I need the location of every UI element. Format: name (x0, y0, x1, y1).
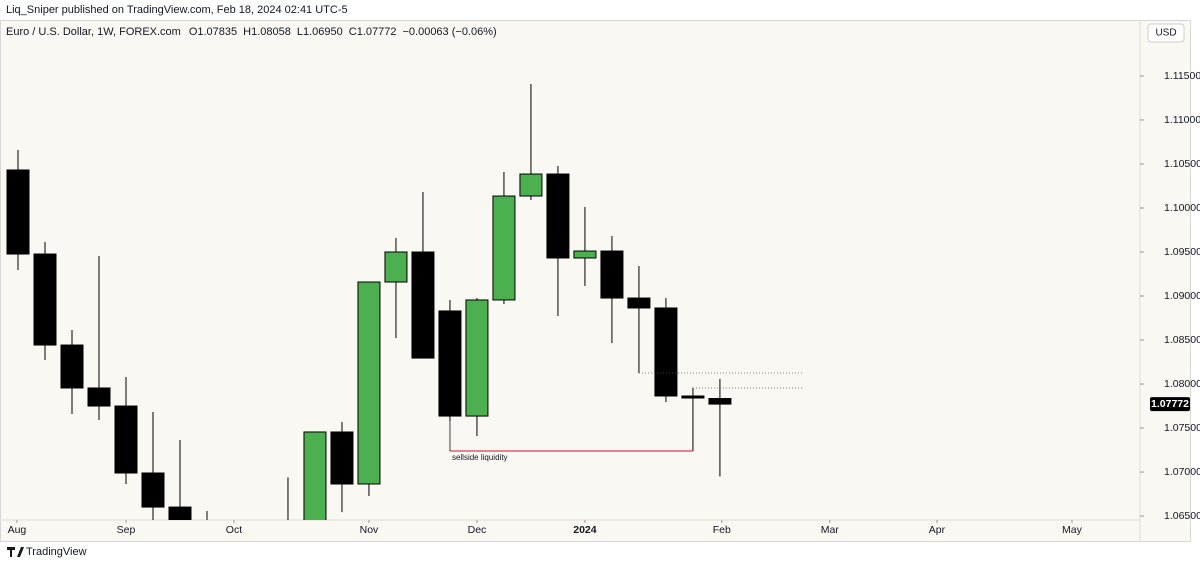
y-tick-label: 1.07500 (1164, 422, 1200, 434)
candle-body (87, 387, 111, 407)
change-label: −0.00063 (−0.06%) (402, 26, 496, 38)
candle-body (6, 169, 30, 255)
y-tick-label: 1.10000 (1164, 202, 1200, 214)
brand-logo (7, 547, 24, 557)
y-tick-label: 1.08500 (1164, 334, 1200, 346)
candle-body (60, 344, 84, 389)
candle-body (384, 251, 408, 283)
ohlc-label: O1.07835 (189, 26, 237, 38)
candle-body (411, 251, 435, 359)
candle-body (600, 250, 624, 299)
annotation-label: sellside liquidity (452, 453, 508, 462)
x-tick-label: Feb (713, 524, 731, 536)
last-price-box (1150, 397, 1190, 412)
x-tick-label: Dec (468, 524, 487, 536)
chart-frame (0, 20, 1191, 542)
candle-body (627, 297, 651, 309)
candle-body (465, 299, 489, 417)
candle-body (33, 253, 57, 346)
ohlc-label: L1.06950 (297, 26, 343, 38)
y-tick-label: 1.09500 (1164, 246, 1200, 258)
candle-body (438, 310, 462, 417)
candle-body (492, 195, 516, 301)
candle-body (303, 431, 327, 520)
candle-body (168, 506, 192, 520)
x-tick-label: Nov (360, 524, 379, 536)
candle-body (330, 431, 354, 485)
plot (6, 83, 732, 520)
published-line: Liq_Sniper published on TradingView.com,… (6, 4, 348, 16)
y-tick-label: 1.11000 (1164, 114, 1200, 126)
candle-body (681, 395, 705, 399)
y-tick-label: 1.06500 (1164, 510, 1200, 522)
symbol: Euro / U.S. Dollar, 1W, FOREX.com (6, 26, 181, 38)
ohlc-label: C1.07772 (349, 26, 397, 38)
x-tick-label: May (1062, 524, 1083, 536)
y-tick-label: 1.10500 (1164, 158, 1200, 170)
y-tick-label: 1.09000 (1164, 290, 1200, 302)
ohlc-label: H1.08058 (243, 26, 291, 38)
x-tick-label: Aug (8, 524, 27, 536)
candle-body (141, 472, 165, 508)
x-tick-label: Oct (226, 524, 242, 536)
candle-body (114, 405, 138, 474)
candle-body (357, 281, 381, 485)
y-tick-label: 1.07000 (1164, 466, 1200, 478)
candle-body (519, 173, 543, 197)
last-price-label: 1.07772 (1151, 398, 1189, 410)
currency[interactable]: USD (1155, 28, 1176, 39)
y-tick-label: 1.08000 (1164, 378, 1200, 390)
x-tick-label: 2024 (573, 524, 597, 536)
candle-body (573, 250, 597, 259)
x-tick-label: Mar (821, 524, 840, 536)
x-tick-label: Sep (117, 524, 136, 536)
currency-button[interactable] (1147, 23, 1185, 43)
y-tick-label: 1.11500 (1164, 70, 1200, 82)
candle-body (654, 307, 678, 397)
x-tick-label: Apr (929, 524, 946, 536)
candle-body (708, 398, 732, 405)
candle-body (546, 173, 570, 259)
brand: TradingView (26, 546, 87, 558)
